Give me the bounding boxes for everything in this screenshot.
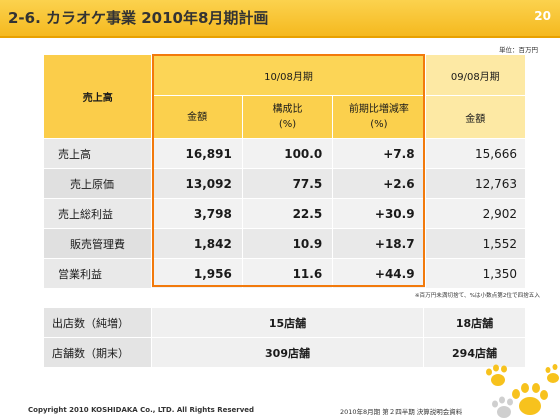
financial-plan-table: 売上高 10/08月期 09/08月期 金額 構成比 (%) 前期比増減率 (%… xyxy=(44,55,526,289)
table-row: 店舗数（期末） 309店舗 294店舗 xyxy=(44,338,526,368)
table-row: 販売管理費 1,842 10.9 +18.7 1,552 xyxy=(44,229,526,259)
col-amount-header: 金額 xyxy=(152,96,243,139)
row-label: 売上原価 xyxy=(44,169,153,199)
prev-amount-cell: 1,350 xyxy=(425,259,526,289)
title-divider xyxy=(0,36,560,38)
table-row: 出店数（純増） 15店舗 18店舗 xyxy=(44,308,526,338)
ratio-cell: 77.5 xyxy=(242,169,334,199)
plan-period-header: 10/08月期 xyxy=(152,55,426,96)
amount-cell: 1,842 xyxy=(152,229,243,259)
store-count-table: 出店数（純増） 15店舗 18店舗 店舗数（期末） 309店舗 294店舗 xyxy=(44,308,526,368)
row-label: 営業利益 xyxy=(44,259,153,289)
col-ratio-header: 構成比 (%) xyxy=(242,96,334,139)
row-label: 店舗数（期末） xyxy=(44,338,152,368)
prev-period-header: 09/08月期 xyxy=(425,55,526,96)
row-label: 売上高 xyxy=(44,139,153,169)
prev-amount-cell: 12,763 xyxy=(425,169,526,199)
copyright-text: Copyright 2010 KOSHIDAKA Co., LTD. All R… xyxy=(28,406,255,414)
page-number: 20 xyxy=(534,9,551,23)
prev-amount-cell: 15,666 xyxy=(425,139,526,169)
prev-amount-cell: 2,902 xyxy=(425,199,526,229)
ratio-cell: 11.6 xyxy=(242,259,334,289)
page-title: 2-6. カラオケ事業 2010年8月期計画 xyxy=(8,9,269,27)
row-label: 販売管理費 xyxy=(44,229,153,259)
change-cell: +30.9 xyxy=(333,199,426,229)
plan-value-cell: 309店舗 xyxy=(152,338,424,368)
document-title: 2010年8月期 第２四半期 決算説明会資料 xyxy=(340,408,463,416)
row-header-label: 売上高 xyxy=(44,55,153,139)
amount-cell: 1,956 xyxy=(152,259,243,289)
paw-prints-decoration-icon xyxy=(486,364,559,418)
table-row: 営業利益 1,956 11.6 +44.9 1,350 xyxy=(44,259,526,289)
ratio-cell: 10.9 xyxy=(242,229,334,259)
unit-note: 単位：百万円 xyxy=(499,46,538,54)
plan-value-cell: 15店舗 xyxy=(152,308,424,338)
prev-value-cell: 294店舗 xyxy=(424,338,526,368)
ratio-cell: 22.5 xyxy=(242,199,334,229)
col-change-header: 前期比増減率 (%) xyxy=(333,96,426,139)
amount-cell: 13,092 xyxy=(152,169,243,199)
table-row: 売上高 16,891 100.0 +7.8 15,666 xyxy=(44,139,526,169)
row-label: 出店数（純増） xyxy=(44,308,152,338)
change-cell: +18.7 xyxy=(333,229,426,259)
row-label: 売上総利益 xyxy=(44,199,153,229)
col-change-label: 前期比増減率 xyxy=(348,104,409,115)
col-ratio-unit: (%) xyxy=(278,119,297,130)
ratio-cell: 100.0 xyxy=(242,139,334,169)
col-change-unit: (%) xyxy=(370,119,388,130)
change-cell: +2.6 xyxy=(333,169,426,199)
table-row: 売上原価 13,092 77.5 +2.6 12,763 xyxy=(44,169,526,199)
prev-value-cell: 18店舗 xyxy=(424,308,526,338)
amount-cell: 3,798 xyxy=(152,199,243,229)
col-ratio-label: 構成比 xyxy=(272,104,303,115)
rounding-footnote: ※百万円未満切捨て、%は小数点第2位で四捨五入 xyxy=(414,293,540,299)
title-bar: 2-6. カラオケ事業 2010年8月期計画 20 xyxy=(0,0,560,36)
change-cell: +7.8 xyxy=(333,139,426,169)
amount-cell: 16,891 xyxy=(152,139,243,169)
change-cell: +44.9 xyxy=(333,259,426,289)
col-prev-amount-header: 金額 xyxy=(425,96,526,139)
table-row: 売上総利益 3,798 22.5 +30.9 2,902 xyxy=(44,199,526,229)
prev-amount-cell: 1,552 xyxy=(425,229,526,259)
